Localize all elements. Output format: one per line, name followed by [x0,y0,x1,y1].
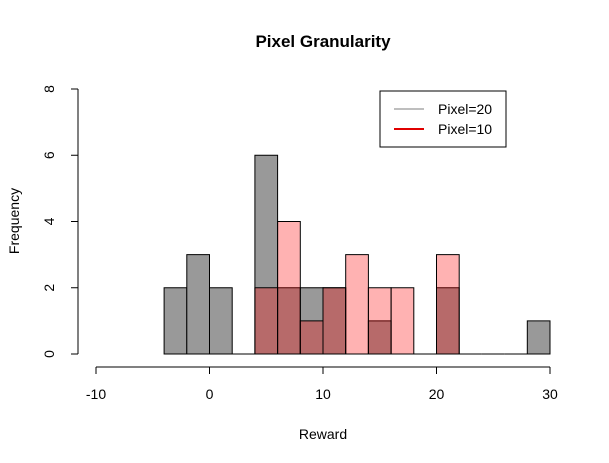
y-axis: 0 2 4 6 8 [41,85,79,358]
legend-label: Pixel=10 [438,121,492,137]
histogram-bar [186,254,211,355]
histogram-bar [299,320,324,355]
legend: Pixel=20 Pixel=10 [379,90,507,148]
histogram-bar [367,287,392,355]
histogram-bar [526,320,551,355]
histogram-bar [209,287,233,355]
y-tick-label: 6 [41,151,57,159]
legend-box [379,90,507,148]
x-tick-label: 30 [542,386,558,402]
histogram-bar [390,287,415,355]
y-axis-label: Frequency [6,188,22,254]
x-tick-label: 10 [315,386,331,402]
series-2 [254,221,460,355]
histogram-bar [322,287,347,355]
x-axis-label: Reward [299,426,347,442]
bars-layer [163,154,551,355]
y-tick-label: 0 [41,350,57,358]
y-tick-label: 4 [41,217,57,225]
histogram-bar [277,221,301,355]
chart-title: Pixel Granularity [255,32,391,51]
x-tick-label: 0 [206,386,214,402]
x-tick-label: -10 [86,386,106,402]
y-tick-label: 8 [41,85,57,93]
histogram-bar [254,287,279,355]
legend-label: Pixel=20 [438,101,492,117]
x-tick-label: 20 [429,386,445,402]
histogram-bar [163,287,188,355]
x-axis: -10 0 10 20 30 [86,366,558,402]
histogram-bar [436,254,460,355]
histogram-bar [345,254,369,355]
y-tick-label: 2 [41,284,57,292]
